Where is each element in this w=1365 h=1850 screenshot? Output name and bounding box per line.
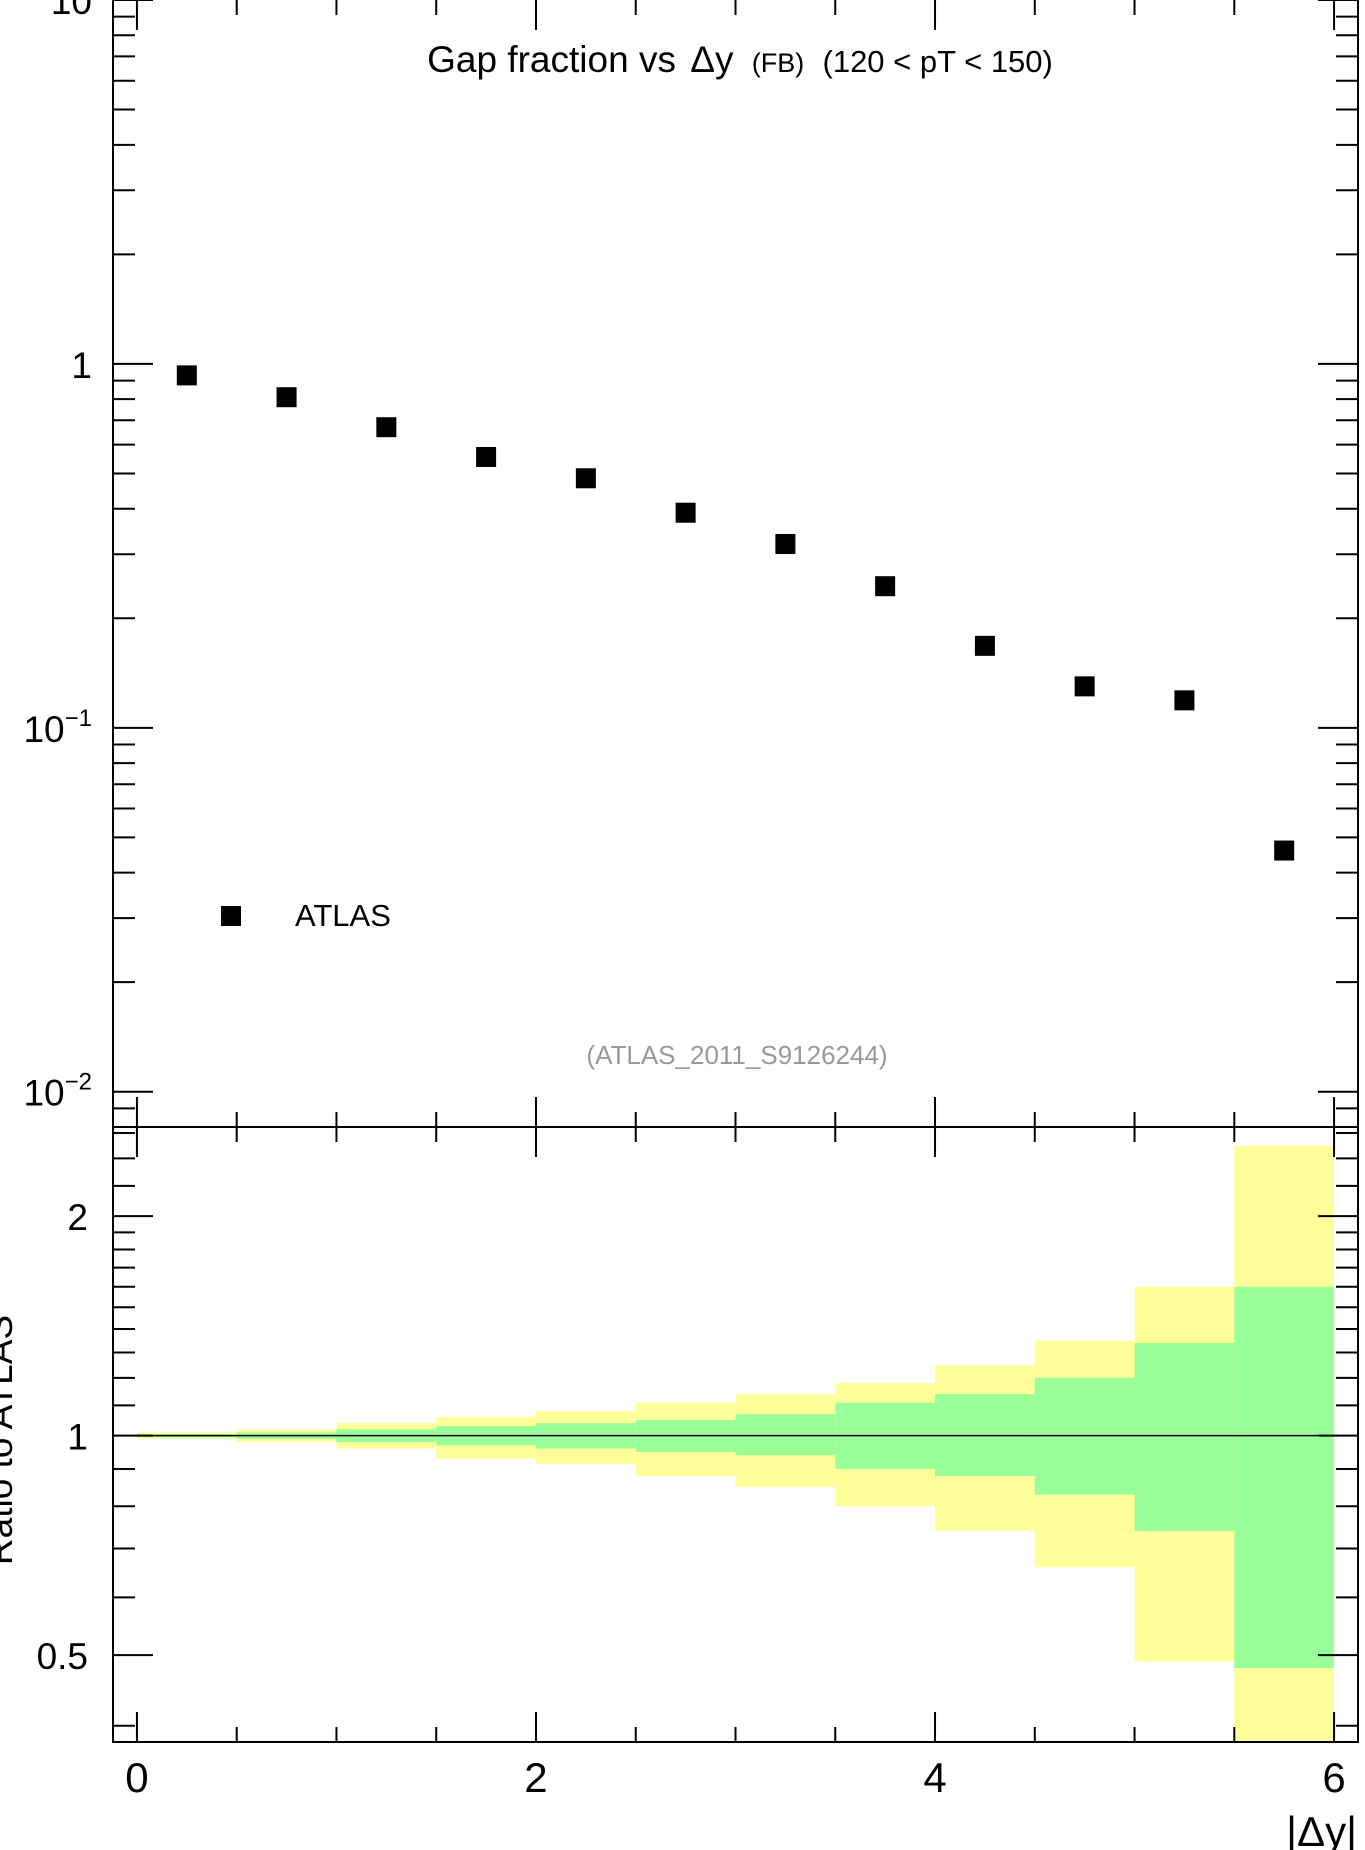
ratio-y-tick-label: 0.5 (37, 1636, 88, 1677)
atlas-data-point (675, 502, 696, 523)
x-axis-label: |Δy| (1286, 1808, 1357, 1850)
ratio-plot-frame (112, 1126, 1359, 1743)
atlas-data-point (476, 446, 497, 467)
y-tick-label: 1 (71, 345, 92, 386)
atlas-data-point (1074, 676, 1095, 697)
axis-labels: 10 1 10−1 10−2 2 1 0.5 0 2 4 6 (23, 0, 1345, 1801)
chart-title-range: (120 < pT < 150) (823, 44, 1053, 79)
stat-uncertainty-band (1134, 1342, 1235, 1531)
ratio-bands (113, 1145, 1358, 1742)
plot-frames (112, 0, 1359, 1743)
chart-title-symbol: Δy (690, 39, 734, 80)
atlas-data-point (575, 468, 596, 489)
legend-marker (221, 906, 241, 926)
ratio-y-tick-label: 2 (67, 1197, 88, 1238)
x-tick-label: 4 (923, 1754, 946, 1801)
atlas-data-point (775, 533, 796, 554)
stat-uncertainty-band (735, 1414, 836, 1456)
chart-title-tag: (FB) (752, 48, 804, 78)
x-tick-label: 6 (1322, 1754, 1345, 1801)
atlas-data-point (875, 576, 896, 597)
atlas-data-point (376, 417, 397, 438)
atlas-data-point (974, 635, 995, 656)
y-tick-label: 10−2 (23, 1069, 92, 1114)
atlas-data-point (176, 365, 197, 386)
data-markers (176, 365, 1295, 861)
axis-ticks (113, 0, 1358, 1742)
x-tick-label: 2 (524, 1754, 547, 1801)
legend-label: ATLAS (295, 898, 391, 933)
y-tick-label: 10−1 (23, 705, 92, 750)
atlas-data-point (1174, 690, 1195, 711)
atlas-data-point (1274, 840, 1295, 861)
ratio-y-axis-label: Ratio to ATLAS (0, 1315, 20, 1565)
y-tick-label: 10 (51, 0, 92, 22)
x-tick-label: 0 (125, 1754, 148, 1801)
chart-title: Gap fraction vs Δy (FB) (120 < pT < 150) (427, 39, 1053, 80)
atlas-data-point (276, 387, 297, 408)
analysis-id-annotation: (ATLAS_2011_S9126244) (586, 1040, 887, 1070)
main-plot-frame (112, 0, 1359, 1128)
chart-title-text: Gap fraction vs (427, 39, 676, 80)
ratio-y-tick-label: 1 (67, 1417, 88, 1458)
stat-uncertainty-band (1234, 1286, 1335, 1669)
